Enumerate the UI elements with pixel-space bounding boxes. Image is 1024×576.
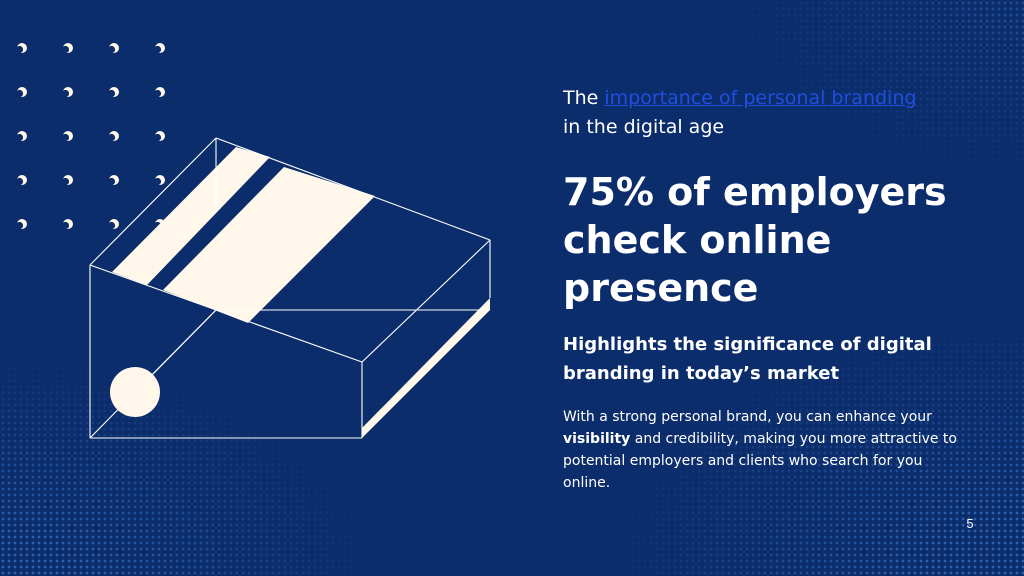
box-stripe-shape bbox=[112, 147, 270, 285]
moon-dot-icon bbox=[153, 175, 165, 186]
decorative-dot-grid bbox=[15, 43, 165, 230]
moon-dot-icon bbox=[107, 87, 119, 98]
moon-dot-icon bbox=[153, 43, 165, 54]
headline-line: check online bbox=[563, 218, 832, 262]
open-box-illustration bbox=[89, 137, 491, 439]
intro-suffix: in the digital age bbox=[563, 116, 725, 138]
moon-dot-icon bbox=[61, 175, 73, 186]
cream-circle-shape bbox=[110, 367, 160, 417]
moon-dot-icon bbox=[15, 175, 27, 186]
moon-dot-icon bbox=[61, 87, 73, 98]
headline-line: 75% of employers bbox=[563, 170, 947, 214]
moon-dot-icon bbox=[61, 131, 73, 142]
moon-dot-icon bbox=[107, 175, 119, 186]
moon-dot-icon bbox=[15, 43, 27, 54]
subheading-line: Highlights the significance of digital bbox=[563, 334, 932, 355]
subheading: Highlights the significance of digital br… bbox=[563, 330, 963, 388]
moon-dot-icon bbox=[61, 219, 73, 230]
intro-prefix: The bbox=[563, 87, 605, 109]
moon-dot-icon bbox=[15, 219, 27, 230]
moon-dot-icon bbox=[107, 219, 119, 230]
moon-dot-icon bbox=[61, 43, 73, 54]
headline: 75% of employers check online presence bbox=[563, 168, 963, 312]
moon-dot-icon bbox=[107, 131, 119, 142]
text-column: The importance of personal branding in th… bbox=[563, 84, 963, 494]
page-number: 5 bbox=[966, 516, 974, 531]
box-stripe-shape bbox=[163, 167, 375, 323]
body-text-part: and credibility, making you more attract… bbox=[563, 431, 957, 491]
body-text: With a strong personal brand, you can en… bbox=[563, 406, 958, 494]
box-edge-shape bbox=[362, 298, 490, 438]
importance-link[interactable]: importance of personal branding bbox=[604, 87, 917, 109]
headline-line: presence bbox=[563, 266, 759, 310]
moon-dot-icon bbox=[153, 131, 165, 142]
subheading-line: branding in today’s market bbox=[563, 363, 840, 384]
body-text-part: With a strong personal brand, you can en… bbox=[563, 409, 932, 425]
moon-dot-icon bbox=[153, 87, 165, 98]
intro-text: The importance of personal branding in th… bbox=[563, 84, 963, 142]
moon-dot-icon bbox=[15, 87, 27, 98]
moon-dot-icon bbox=[15, 131, 27, 142]
moon-dot-icon bbox=[107, 43, 119, 54]
body-bold-word: visibility bbox=[563, 431, 631, 447]
box-outline bbox=[89, 137, 491, 439]
